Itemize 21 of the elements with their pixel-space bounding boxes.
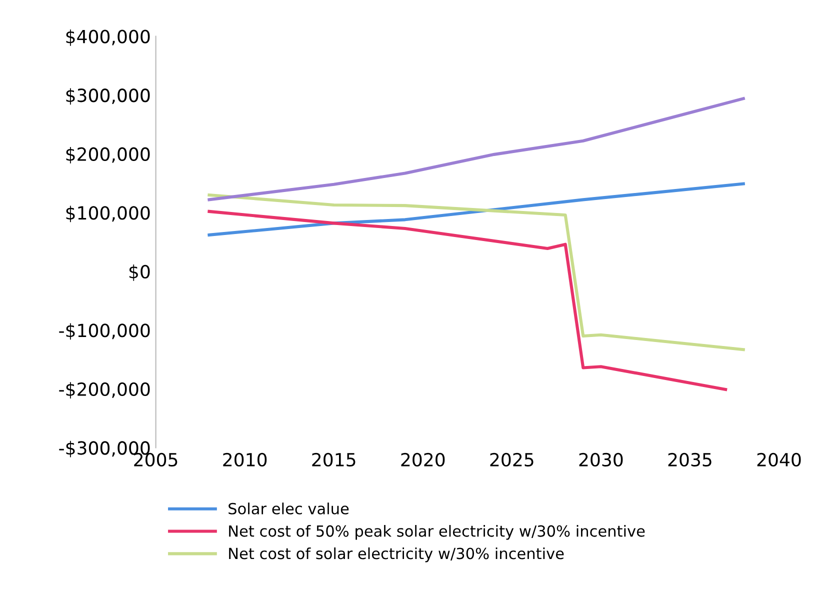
- y-tick-label: $300,000: [66, 88, 150, 105]
- x-tick-label: 2015: [312, 452, 356, 467]
- line-series: [208, 193, 745, 352]
- x-tick-label: 2040: [757, 452, 801, 467]
- x-tick-label: 2035: [668, 452, 712, 467]
- y-tick-label: $400,000: [66, 29, 150, 46]
- x-tick-label: 2030: [579, 452, 623, 467]
- y-tick-label: $200,000: [66, 146, 150, 164]
- line-series: [208, 97, 745, 202]
- line-series: [208, 182, 745, 236]
- x-tick-label: 2010: [223, 452, 267, 467]
- legend-label: Solar elec value: [228, 502, 349, 514]
- legend-label: Net cost of 50% peak solar electricity w/30% incentive: [229, 525, 645, 540]
- line-series: [208, 210, 728, 392]
- y-tick-label: $100,000: [66, 206, 150, 222]
- x-tick-label: 2020: [401, 452, 445, 467]
- legend-label: Net cost of solar electricity w/30% incentive: [229, 547, 564, 562]
- y-tick-label: -$200,000: [59, 382, 150, 398]
- y-tick-label: -$100,000: [59, 323, 150, 340]
- y-tick-label: $0: [129, 264, 150, 281]
- x-tick-label: 2025: [490, 452, 534, 467]
